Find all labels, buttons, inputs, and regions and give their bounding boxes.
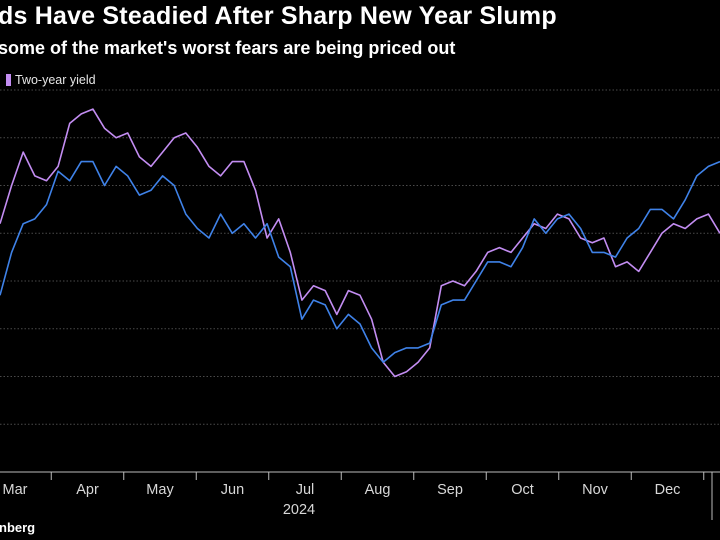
x-axis-year-label: 2024 xyxy=(283,502,315,518)
legend-label-two-year-yield: Two-year yield xyxy=(15,73,96,87)
grid-layer xyxy=(0,89,720,425)
x-tick-label: Jul xyxy=(296,482,315,498)
x-tick-label: Mar xyxy=(3,482,28,498)
x-tick-label: Nov xyxy=(582,482,609,498)
source-label: nberg xyxy=(0,520,36,535)
chart-title: ds Have Steadied After Sharp New Year Sl… xyxy=(0,2,557,30)
legend-swatch-two-year-yield xyxy=(6,74,11,86)
x-tick-label: Apr xyxy=(76,482,99,498)
x-tick-label: Sep xyxy=(437,482,463,498)
chart-subtitle: some of the market's worst fears are bei… xyxy=(0,38,456,58)
x-tick-label: May xyxy=(146,482,174,498)
legend: Two-year yield xyxy=(6,73,96,87)
x-axis: Mar Apr May Jun Jul Aug Sep Oct Nov Dec 2024 xyxy=(0,471,720,520)
x-tick-label: Aug xyxy=(365,482,391,498)
series-line-two-year-yield xyxy=(0,108,720,378)
x-tick-label: Dec xyxy=(655,482,681,498)
x-tick-label: Jun xyxy=(221,482,244,498)
x-tick-label: Oct xyxy=(511,482,534,498)
series-line-series-2 xyxy=(0,160,720,363)
series-layer xyxy=(0,108,720,378)
